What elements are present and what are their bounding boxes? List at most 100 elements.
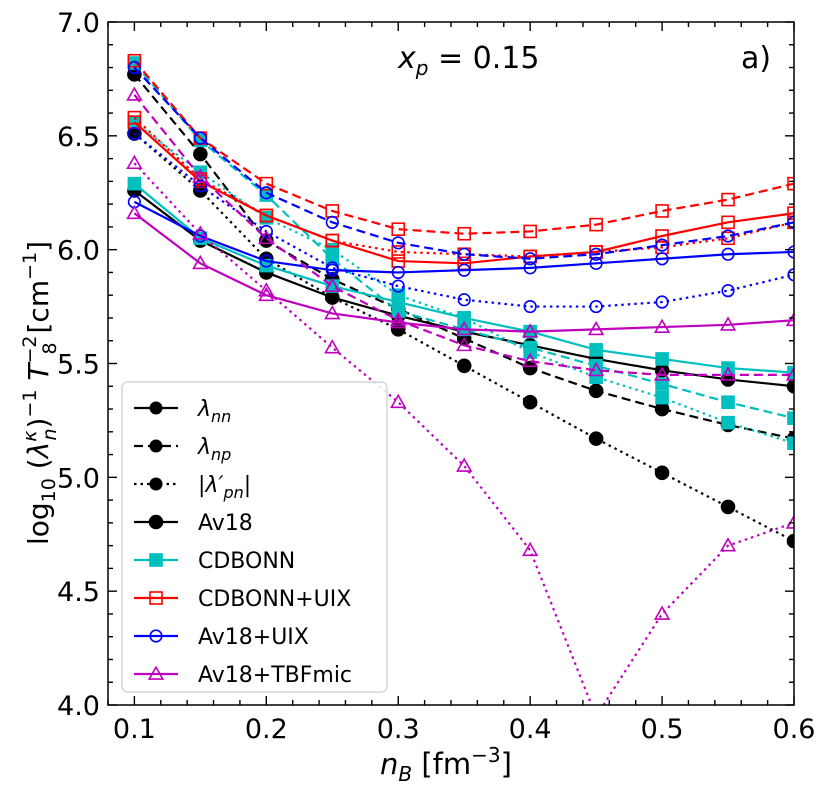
series-line-av18-lambda-pn-prime — [133, 132, 794, 543]
data-point-cdbonn-lambda-pn-prime-3 — [325, 242, 340, 257]
legend-entry-cdbonn-uix: CDBONN+UIX — [134, 587, 351, 612]
series-av18-tbfmic-lambda-pn-prime — [126, 154, 794, 722]
data-point-cdbonn-uix-lambda-pn-prime-4 — [391, 245, 406, 259]
data-point-av18-lambda-np-6 — [522, 360, 538, 376]
data-point-av18-tbfmic-lambda-pn-prime-6 — [521, 541, 539, 557]
plot-frame — [107, 21, 795, 706]
series-line-av18-uix-lambda-nn — [133, 200, 794, 274]
data-point-av18-uix-lambda-pn-prime-7 — [589, 299, 603, 314]
data-point-av18-uix-lambda-np-5 — [457, 247, 471, 261]
data-point-av18-tbfmic-lambda-np-6 — [521, 352, 539, 368]
data-point-av18-lambda-pn-prime-8 — [654, 465, 670, 481]
data-point-av18-uix-lambda-nn-5 — [457, 263, 471, 277]
legend-box — [121, 381, 388, 693]
x-tick-label: 0.5 — [641, 714, 684, 745]
data-point-av18-tbfmic-lambda-nn-5 — [456, 320, 473, 336]
data-point-av18-tbfmic-lambda-pn-prime-2 — [258, 282, 275, 297]
y-tick-label: 4.5 — [57, 577, 100, 608]
data-point-av18-uix-lambda-pn-prime-0 — [127, 126, 141, 141]
data-point-cdbonn-uix-lambda-np-7 — [589, 217, 603, 232]
legend-marker-av18-uix — [149, 629, 163, 643]
data-point-av18-tbfmic-lambda-pn-prime-3 — [324, 339, 341, 354]
data-point-cdbonn-lambda-pn-prime-6 — [523, 345, 537, 359]
y-tick-label: 5.0 — [57, 463, 100, 494]
data-point-av18-tbfmic-lambda-nn-8 — [653, 318, 671, 333]
xp-annotation: xp = 0.15 — [397, 41, 539, 80]
legend-marker-cdbonn — [149, 553, 163, 567]
data-point-av18-uix-lambda-nn-6 — [523, 261, 537, 275]
data-point-av18-uix-lambda-np-1 — [193, 131, 207, 145]
data-point-cdbonn-uix-lambda-np-9 — [721, 192, 735, 207]
data-point-av18-uix-lambda-np-2 — [259, 186, 273, 200]
data-point-av18-uix-lambda-pn-prime-5 — [457, 293, 471, 307]
data-point-cdbonn-lambda-pn-prime-9 — [721, 415, 735, 430]
data-point-av18-tbfmic-lambda-nn-7 — [587, 320, 605, 336]
x-tick-label: 0.6 — [773, 714, 816, 745]
legend-marker-av18-tbfmic — [147, 665, 165, 680]
data-point-av18-tbfmic-lambda-np-7 — [587, 361, 605, 377]
y-tick-label: 5.5 — [57, 350, 100, 381]
data-point-av18-lambda-pn-prime-6 — [522, 394, 538, 410]
legend-marker-av18 — [148, 514, 164, 530]
data-point-av18-uix-lambda-np-8 — [655, 238, 669, 252]
legend-entry-av18-uix: Av18+UIX — [134, 625, 309, 650]
data-point-cdbonn-lambda-np-10 — [787, 411, 794, 425]
data-point-av18-tbfmic-lambda-np-8 — [653, 366, 671, 381]
legend-marker-cdbonn-uix — [149, 591, 163, 605]
x-tick-label: 0.2 — [245, 714, 288, 745]
data-point-cdbonn-uix-lambda-np-5 — [457, 226, 471, 241]
data-point-cdbonn-lambda-pn-prime-10 — [787, 436, 794, 450]
data-point-av18-uix-lambda-np-7 — [589, 247, 603, 261]
data-point-av18-tbfmic-lambda-nn-9 — [719, 316, 737, 331]
x-tick-label: 0.1 — [113, 714, 156, 745]
legend-entry-av18-tbfmic: Av18+TBFmic — [134, 663, 352, 688]
y-tick-label: 6.5 — [57, 122, 100, 153]
series-av18-uix-lambda-pn-prime — [127, 126, 794, 314]
series-line-av18-uix-lambda-pn-prime — [133, 132, 794, 308]
data-point-av18-tbfmic-lambda-pn-prime-0 — [126, 154, 143, 170]
data-point-cdbonn-lambda-nn-2 — [259, 258, 274, 273]
series-line-cdbonn-uix-lambda-nn — [133, 121, 794, 265]
y-tick-label: 4.0 — [57, 691, 100, 722]
data-point-av18-lambda-pn-prime-10 — [786, 533, 794, 549]
axes-layer: 0.1 0.2 0.3 0.4 0.5 0.6 4.0 4.5 5.0 5.5 6.0 6.5 7.0 — [57, 8, 815, 745]
data-point-av18-tbfmic-lambda-pn-prime-10 — [785, 514, 794, 529]
series-line-av18-tbfmic-lambda-np — [133, 94, 794, 376]
data-point-av18-tbfmic-lambda-np-3 — [324, 277, 341, 292]
data-point-cdbonn-lambda-pn-prime-8 — [655, 390, 669, 405]
data-point-cdbonn-uix-lambda-nn-10 — [787, 206, 794, 221]
data-point-cdbonn-uix-lambda-np-8 — [655, 204, 669, 218]
data-point-av18-tbfmic-lambda-np-0 — [126, 86, 143, 101]
legend-label-cdbonn-uix: CDBONN+UIX — [198, 587, 351, 612]
data-point-av18-tbfmic-lambda-pn-prime-1 — [192, 225, 209, 240]
data-point-cdbonn-lambda-nn-8 — [655, 352, 669, 366]
data-point-av18-uix-lambda-nn-2 — [259, 254, 273, 268]
data-point-av18-uix-lambda-pn-prime-6 — [523, 299, 537, 314]
legend-label-av18: Av18 — [198, 511, 253, 536]
data-point-av18-tbfmic-lambda-np-2 — [258, 229, 275, 245]
data-point-av18-tbfmic-lambda-np-9 — [719, 366, 737, 381]
data-point-av18-tbfmic-lambda-np-1 — [192, 168, 209, 183]
data-point-av18-uix-lambda-np-6 — [523, 252, 537, 266]
x-axis-title: nB [fm−3] — [380, 743, 512, 786]
data-point-cdbonn-lambda-pn-prime-4 — [391, 288, 406, 303]
data-point-av18-tbfmic-lambda-pn-prime-7 — [589, 710, 603, 722]
data-point-av18-tbfmic-lambda-pn-prime-8 — [653, 605, 671, 620]
data-point-av18-uix-lambda-np-0 — [127, 60, 141, 75]
data-point-cdbonn-uix-lambda-np-10 — [787, 176, 794, 191]
x-tick-label: 0.3 — [377, 714, 420, 745]
legend-label-av18-uix: Av18+UIX — [198, 625, 309, 650]
data-point-av18-tbfmic-lambda-pn-prime-9 — [719, 537, 737, 552]
data-point-cdbonn-lambda-np-9 — [721, 395, 735, 410]
y-tick-label: 6.0 — [57, 236, 100, 267]
data-point-av18-uix-lambda-nn-9 — [721, 247, 735, 261]
y-tick-label: 7.0 — [57, 8, 100, 39]
legend-label-av18-tbfmic: Av18+TBFmic — [198, 663, 352, 688]
data-point-av18-lambda-pn-prime-5 — [456, 358, 472, 374]
data-point-av18-uix-lambda-np-9 — [721, 229, 735, 243]
data-point-av18-tbfmic-lambda-nn-3 — [324, 305, 341, 320]
data-point-cdbonn-uix-lambda-pn-prime-3 — [325, 233, 340, 248]
data-point-av18-tbfmic-lambda-np-4 — [390, 311, 407, 327]
legend-entry-av18: Av18 — [134, 511, 253, 536]
